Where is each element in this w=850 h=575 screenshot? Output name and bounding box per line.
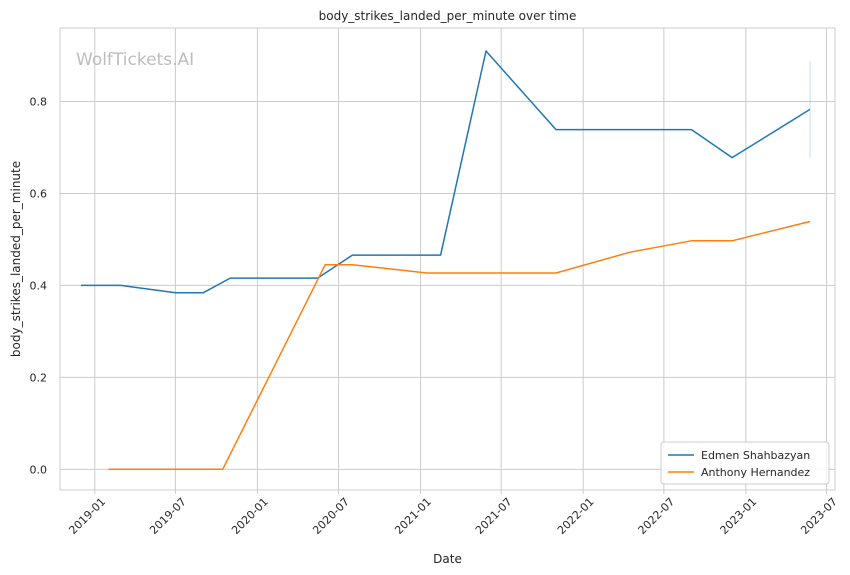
y-axis-label: body_strikes_landed_per_minute — [9, 161, 23, 357]
x-tick-label: 2019-07 — [147, 495, 189, 537]
y-tick-label: 0.4 — [30, 279, 48, 292]
x-tick-label: 2022-07 — [636, 495, 678, 537]
series-layer — [80, 50, 811, 471]
legend-label-1: Anthony Hernandez — [701, 466, 810, 479]
x-tick-label: 2022-01 — [555, 495, 597, 537]
x-tick-label: 2020-01 — [229, 495, 271, 537]
x-tick-label: 2019-01 — [66, 495, 108, 537]
x-axis-label: Date — [433, 552, 462, 566]
series-line-0 — [80, 50, 811, 294]
grid — [60, 28, 835, 494]
plot-area-frame — [59, 27, 836, 491]
y-tick-label: 0.2 — [30, 371, 48, 384]
x-tick-label: 2021-01 — [392, 495, 434, 537]
y-tick-label: 0.6 — [30, 187, 48, 200]
chart-title: body_strikes_landed_per_minute over time — [319, 9, 577, 23]
legend: Edmen Shahbazyan Anthony Hernandez — [660, 441, 830, 485]
x-tick-label: 2020-07 — [310, 495, 352, 537]
y-tick-label: 0.0 — [30, 463, 48, 476]
legend-box — [660, 441, 830, 485]
series-line-1 — [108, 220, 811, 471]
x-tick-label: 2023-07 — [798, 495, 840, 537]
x-tick-labels: 2019-01 2019-07 2020-01 2020-07 2021-01 2021-… — [66, 495, 839, 537]
x-tick-label: 2023-01 — [718, 495, 760, 537]
y-tick-label: 0.8 — [30, 96, 48, 109]
watermark: WolfTickets.AI — [76, 50, 194, 70]
x-tick-label: 2021-07 — [473, 495, 515, 537]
y-tick-labels: 0.0 0.2 0.4 0.6 0.8 — [30, 96, 48, 477]
legend-label-0: Edmen Shahbazyan — [701, 449, 810, 462]
